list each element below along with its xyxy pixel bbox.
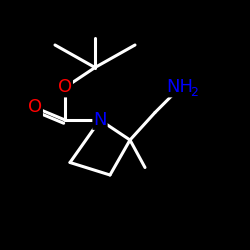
Text: N: N: [93, 111, 107, 129]
Text: 2: 2: [190, 86, 198, 99]
Text: O: O: [58, 78, 72, 96]
Text: NH: NH: [166, 78, 194, 96]
Text: O: O: [28, 98, 42, 116]
